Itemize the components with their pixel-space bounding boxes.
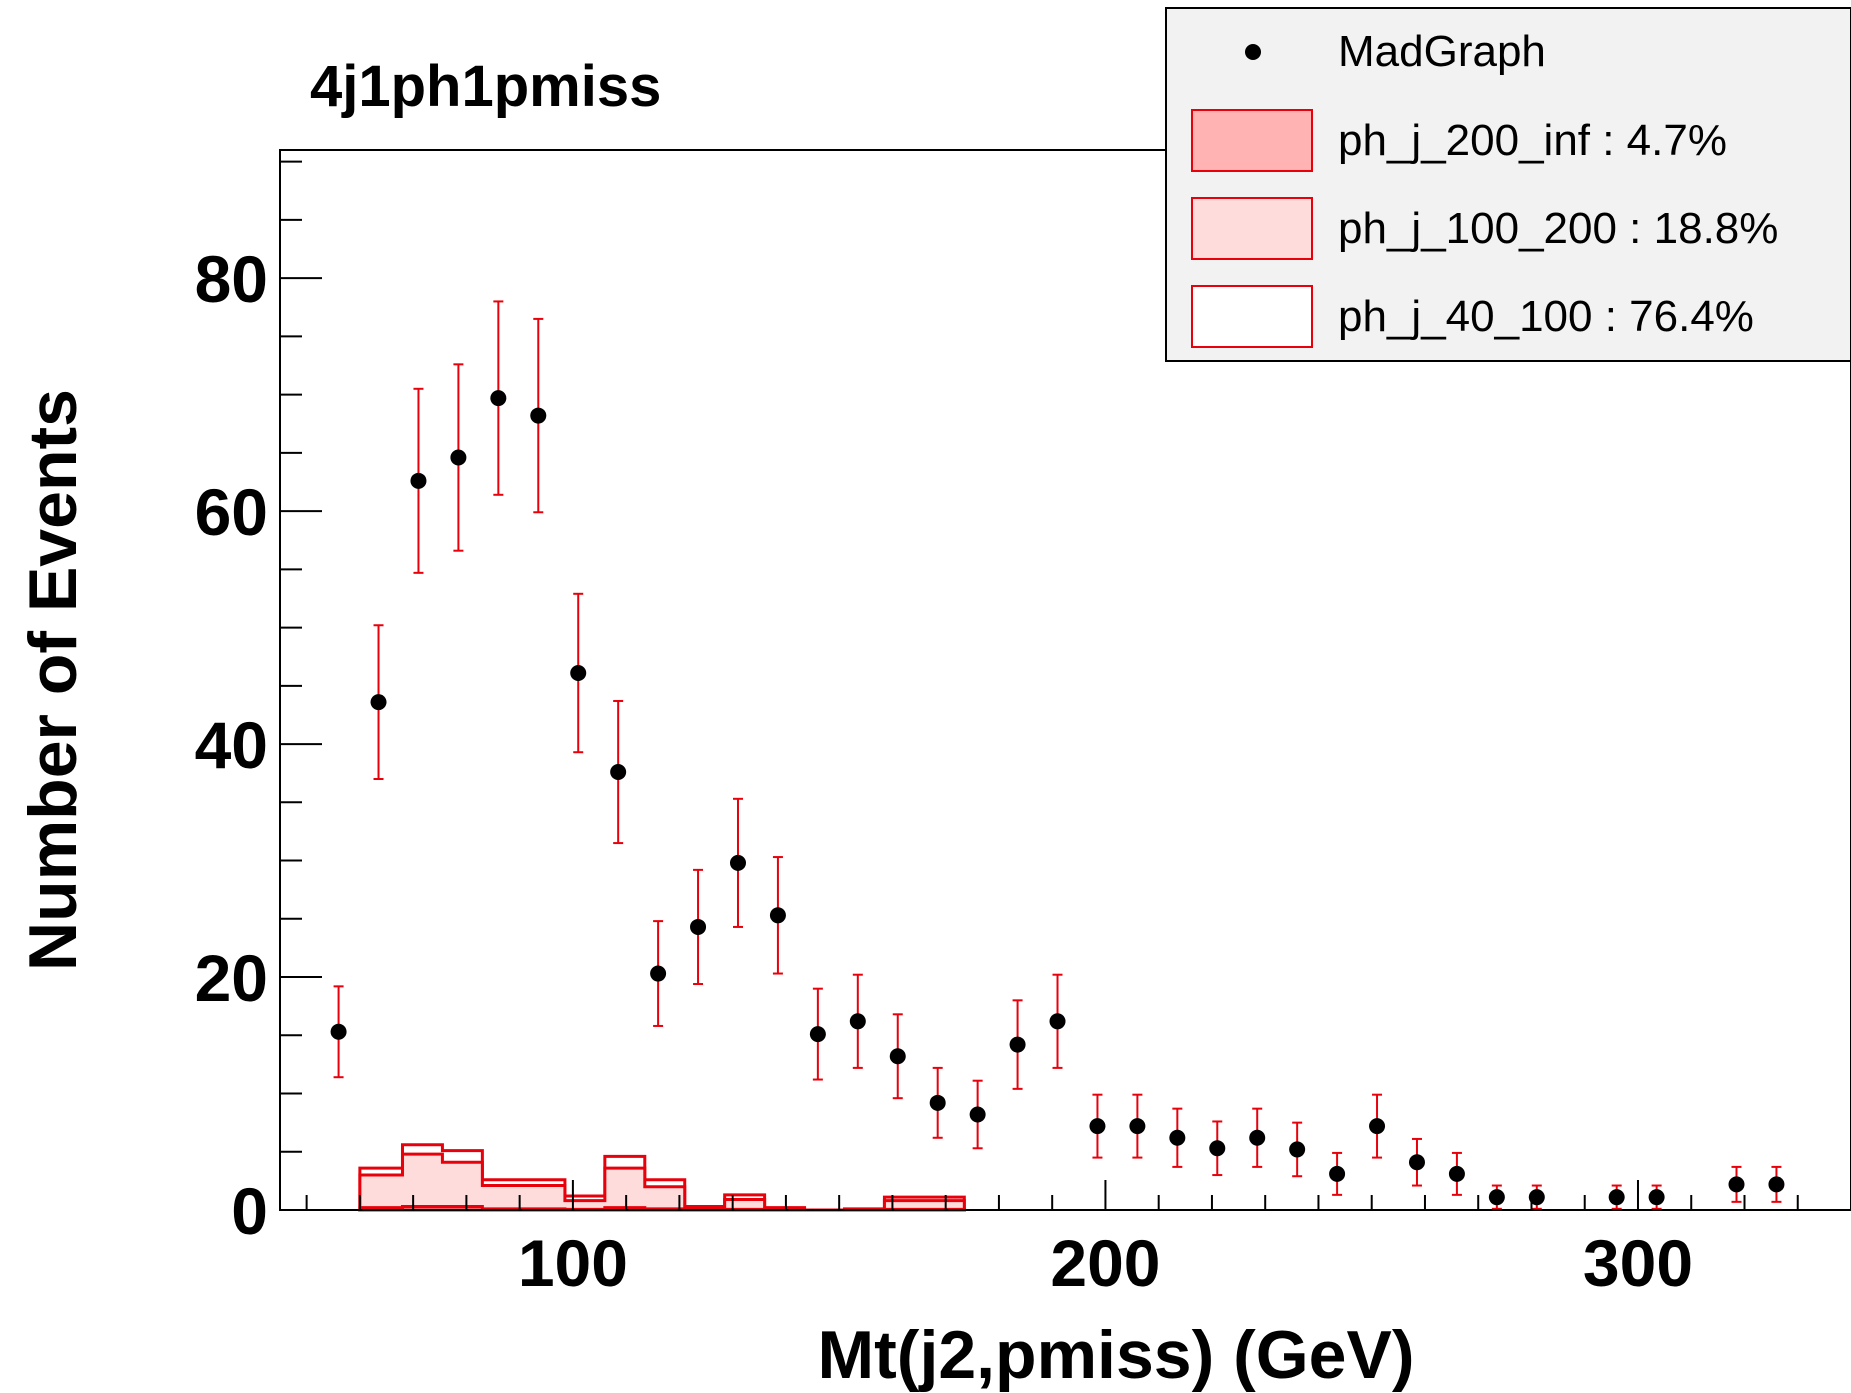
data-point (450, 449, 467, 466)
axis-layer (279, 150, 1851, 1211)
data-point (1009, 1036, 1026, 1053)
data-point (330, 1023, 347, 1040)
data-point (1329, 1165, 1346, 1182)
data-point (1089, 1118, 1106, 1135)
legend-swatch-200-inf (1191, 109, 1313, 172)
y-tick-label: 60 (195, 475, 268, 549)
legend-marker-madgraph (1245, 44, 1261, 60)
data-point (1488, 1189, 1505, 1206)
data-point (929, 1094, 946, 1111)
y-tick-label: 0 (231, 1174, 268, 1248)
legend-label-200-inf: ph_j_200_inf : 4.7% (1338, 116, 1727, 165)
y-tick-labels: 0 20 40 60 80 (195, 242, 268, 1248)
x-tick-labels: 100 200 300 (518, 1226, 1693, 1300)
data-point (849, 1013, 866, 1030)
x-tick-label: 300 (1583, 1226, 1693, 1300)
data-point (370, 694, 387, 711)
legend-label-madgraph: MadGraph (1338, 27, 1546, 76)
data-point (1289, 1141, 1306, 1158)
data-point (690, 918, 707, 935)
data-point (570, 665, 587, 682)
data-point (1129, 1118, 1146, 1135)
data-point (809, 1026, 826, 1043)
legend-swatch-40-100 (1191, 285, 1313, 348)
data-point (650, 965, 667, 982)
data-point (1369, 1118, 1386, 1135)
data-point (490, 390, 507, 407)
data-point (1209, 1140, 1226, 1157)
data-point (1408, 1154, 1425, 1171)
data-point (1608, 1189, 1625, 1206)
legend-swatch-100-200 (1191, 197, 1313, 260)
data-point (729, 854, 746, 871)
legend-label-40-100: ph_j_40_100 : 76.4% (1338, 292, 1754, 341)
data-point (1728, 1176, 1745, 1193)
x-tick-label: 200 (1050, 1226, 1160, 1300)
x-tick-label: 100 (518, 1226, 628, 1300)
data-point (1049, 1013, 1066, 1030)
data-point (769, 907, 786, 924)
data-point (969, 1106, 986, 1123)
y-tick-label: 40 (195, 708, 268, 782)
data-point (410, 472, 427, 489)
legend-label-100-200: ph_j_100_200 : 18.8% (1338, 204, 1778, 253)
data-point (1768, 1176, 1785, 1193)
y-axis-title: Number of Events (15, 389, 91, 971)
data-point (1648, 1189, 1665, 1206)
point-layer (330, 390, 1785, 1206)
y-tick-label: 80 (195, 242, 268, 316)
data-point (1528, 1189, 1545, 1206)
legend: MadGraph ph_j_200_inf : 4.7% ph_j_100_20… (1165, 7, 1851, 362)
data-point (1448, 1165, 1465, 1182)
y-tick-label: 20 (195, 941, 268, 1015)
x-axis-title: Mt(j2,pmiss) (GeV) (818, 1317, 1415, 1393)
data-point (610, 764, 627, 781)
data-point (1249, 1129, 1266, 1146)
data-point (889, 1048, 906, 1065)
data-point (530, 407, 547, 424)
data-point (1169, 1129, 1186, 1146)
chart-title: 4j1ph1pmiss (310, 54, 661, 119)
